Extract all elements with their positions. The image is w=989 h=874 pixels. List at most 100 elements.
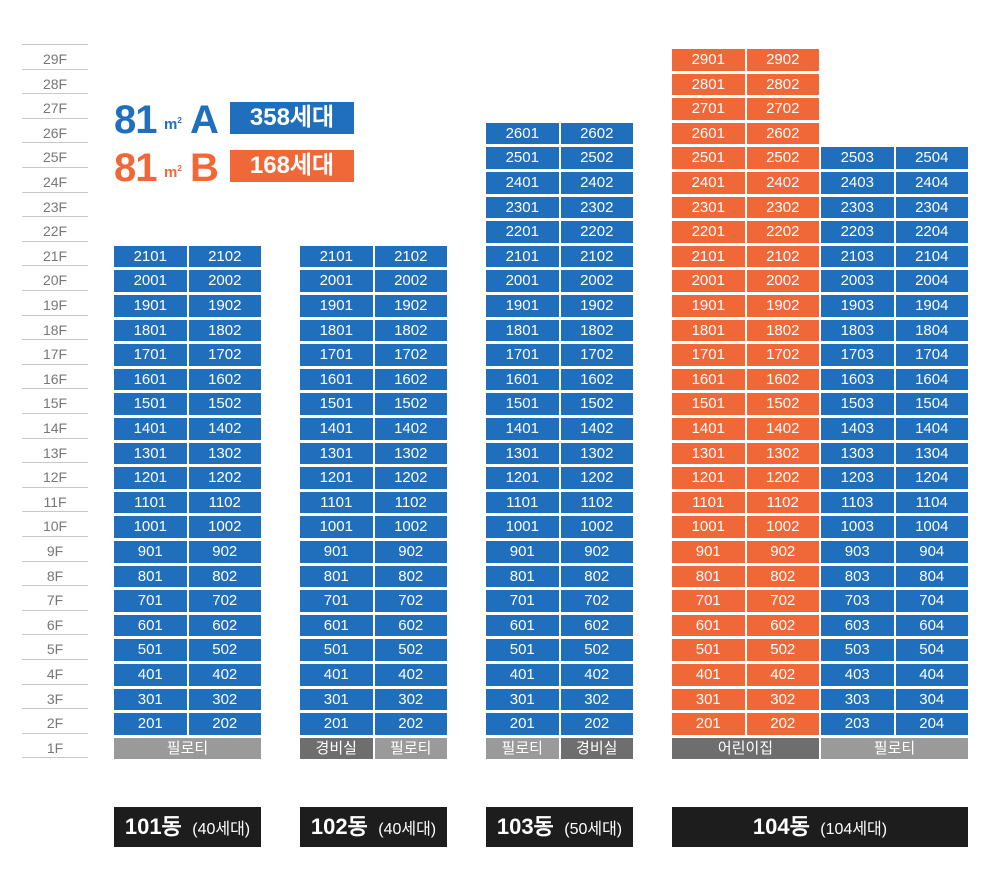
unit-cell: 2304 bbox=[895, 196, 968, 219]
floor-label-text: 18F bbox=[42, 321, 68, 338]
unit-cell: 1101 bbox=[300, 491, 373, 514]
unit-cell: 1502 bbox=[374, 393, 447, 415]
floor-label: 20F bbox=[22, 265, 88, 290]
floor-label-text: 3F bbox=[46, 690, 64, 707]
unit-cell: 1501 bbox=[486, 393, 559, 415]
unit-cell: 1001 bbox=[300, 516, 373, 538]
unit-cell: 2101 bbox=[114, 245, 187, 268]
legend-count-badge: 358세대 bbox=[230, 102, 354, 134]
unit-cell: 2701 bbox=[672, 98, 745, 120]
unit-cell: 501 bbox=[672, 639, 745, 661]
unit-cell: 2502 bbox=[746, 147, 819, 169]
unit-cell: 2503 bbox=[821, 147, 894, 169]
unit-cell: 1701 bbox=[672, 344, 745, 366]
unit-cell: 201 bbox=[300, 713, 373, 735]
unit-cell: 302 bbox=[188, 688, 261, 711]
legend-type: B bbox=[190, 146, 219, 190]
unit-cell: 2601 bbox=[486, 122, 559, 145]
unit-cell: 1301 bbox=[672, 442, 745, 465]
unit-cell: 2502 bbox=[560, 147, 633, 169]
floor-label: 3F bbox=[22, 683, 88, 709]
unit-cell: 1302 bbox=[746, 442, 819, 465]
unit-cell: 2403 bbox=[821, 172, 894, 194]
unit-cell: 601 bbox=[486, 614, 559, 637]
unit-cell: 403 bbox=[821, 664, 894, 686]
unit-cell: 2602 bbox=[746, 122, 819, 145]
floor-label: 10F bbox=[22, 511, 88, 536]
building-name: 101동 bbox=[124, 814, 182, 839]
unit-cell: 1601 bbox=[486, 368, 559, 391]
unit-cell: 2303 bbox=[821, 196, 894, 219]
floor-label: 17F bbox=[22, 339, 88, 364]
unit-cell: 2401 bbox=[486, 172, 559, 194]
unit-cell: 401 bbox=[486, 664, 559, 686]
unit-cell: 1302 bbox=[374, 442, 447, 465]
unit-cell: 803 bbox=[821, 565, 894, 588]
floor-label: 1F bbox=[22, 732, 88, 758]
floor-label-text: 22F bbox=[42, 223, 68, 240]
unit-cell: 1802 bbox=[560, 319, 633, 342]
floor-label: 28F bbox=[22, 68, 88, 94]
floor-axis-bottom-line bbox=[22, 757, 88, 759]
unit-cell: 2202 bbox=[560, 221, 633, 243]
unit-cell: 2902 bbox=[746, 49, 819, 71]
unit-cell: 1501 bbox=[114, 393, 187, 415]
floor-label-text: 14F bbox=[42, 420, 68, 436]
building-label: 103동 (50세대) bbox=[486, 807, 633, 847]
unit-cell: 2001 bbox=[486, 270, 559, 292]
unit-cell: 2901 bbox=[672, 49, 745, 71]
unit-cell: 1803 bbox=[821, 319, 894, 342]
unit-cell: 501 bbox=[486, 639, 559, 661]
unit-cell: 1702 bbox=[188, 344, 261, 366]
unit-cell: 402 bbox=[374, 664, 447, 686]
unit-cell: 1303 bbox=[821, 442, 894, 465]
unit-cell: 1802 bbox=[188, 319, 261, 342]
unit-cell: 1102 bbox=[560, 491, 633, 514]
unit-cell: 502 bbox=[560, 639, 633, 661]
floor-label: 18F bbox=[22, 314, 88, 340]
floor-label: 26F bbox=[22, 117, 88, 143]
unit-cell: 1502 bbox=[746, 393, 819, 415]
unit-cell: 2501 bbox=[672, 147, 745, 169]
floor-label-text: 28F bbox=[42, 75, 68, 92]
unit-cell: 902 bbox=[188, 541, 261, 563]
unit-cell: 2404 bbox=[895, 172, 968, 194]
building-household-count: (50세대) bbox=[559, 821, 623, 838]
floor-label-text: 12F bbox=[42, 469, 68, 486]
unit-cell: 2402 bbox=[560, 172, 633, 194]
unit-cell: 2702 bbox=[746, 98, 819, 120]
unit-cell: 2802 bbox=[746, 73, 819, 96]
legend-type: A bbox=[190, 98, 219, 142]
unit-cell: 1201 bbox=[114, 467, 187, 489]
unit-cell: 701 bbox=[486, 590, 559, 612]
building-household-count: (104세대) bbox=[815, 821, 888, 838]
unit-cell: 1702 bbox=[560, 344, 633, 366]
unit-cell: 1701 bbox=[300, 344, 373, 366]
unit-cell: 2201 bbox=[486, 221, 559, 243]
unit-cell: 202 bbox=[560, 713, 633, 735]
legend-count-badge: 168세대 bbox=[230, 150, 354, 182]
unit-cell: 1804 bbox=[895, 319, 968, 342]
unit-cell: 502 bbox=[746, 639, 819, 661]
unit-cell: 1203 bbox=[821, 467, 894, 489]
floor-label: 16F bbox=[22, 363, 88, 389]
unit-cell: 1501 bbox=[300, 393, 373, 415]
floor-label-text: 1F bbox=[46, 739, 64, 756]
floor-label: 6F bbox=[22, 609, 88, 635]
unit-cell: 301 bbox=[672, 688, 745, 711]
unit-cell: 303 bbox=[821, 688, 894, 711]
unit-cell: 1003 bbox=[821, 516, 894, 538]
building-label: 102동 (40세대) bbox=[300, 807, 447, 847]
unit-cell: 1002 bbox=[746, 516, 819, 538]
floor-label-text: 6F bbox=[46, 616, 64, 633]
unit-cell: 1904 bbox=[895, 295, 968, 317]
unit-cell: 702 bbox=[188, 590, 261, 612]
unit-cell: 1601 bbox=[672, 368, 745, 391]
unit-cell: 1503 bbox=[821, 393, 894, 415]
unit-cell: 804 bbox=[895, 565, 968, 588]
unit-cell: 2102 bbox=[746, 245, 819, 268]
unit-cell: 1402 bbox=[560, 418, 633, 440]
unit-cell: 1102 bbox=[374, 491, 447, 514]
unit-cell: 1401 bbox=[672, 418, 745, 440]
unit-cell: 1604 bbox=[895, 368, 968, 391]
